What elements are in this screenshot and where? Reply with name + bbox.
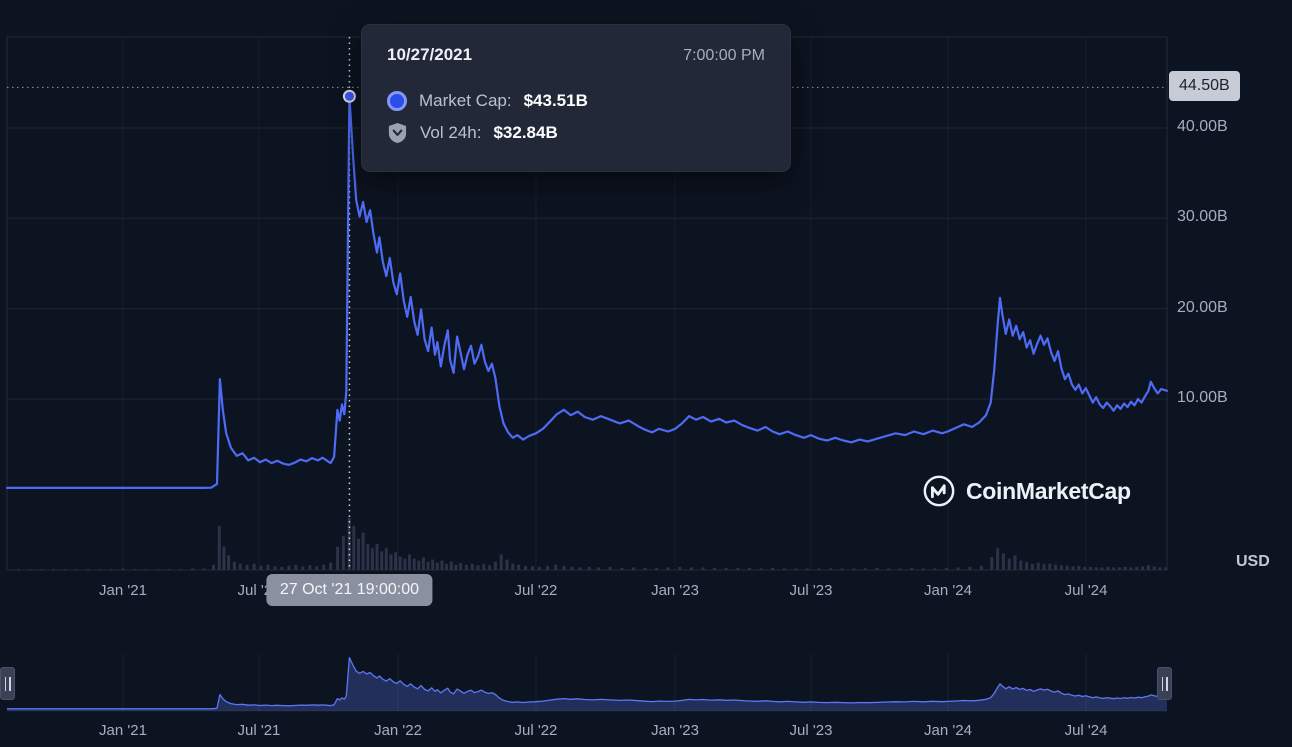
y-axis-unit-label: USD bbox=[1236, 553, 1270, 570]
x-axis-label: Jul '23 bbox=[789, 582, 833, 599]
y-axis-label: 30.00B bbox=[1177, 208, 1228, 226]
market-cap-series-icon bbox=[387, 91, 407, 111]
y-crosshair-badge: 44.50B bbox=[1169, 71, 1240, 102]
navigator-x-axis-label: Jul '23 bbox=[789, 722, 833, 739]
navigator-x-axis-label: Jul '21 bbox=[237, 722, 281, 739]
navigator-x-axis-label: Jan '21 bbox=[99, 722, 147, 739]
crosshair-time-badge: 27 Oct '21 19:00:00 bbox=[266, 574, 432, 606]
market-cap-value: $43.51B bbox=[523, 91, 588, 110]
brush-handle-left[interactable] bbox=[0, 667, 15, 700]
navigator-x-axis-label: Jan '22 bbox=[374, 722, 422, 739]
brush-handle-grip bbox=[1166, 676, 1168, 691]
navigator-x-axis-label: Jul '22 bbox=[514, 722, 558, 739]
brush-handle-right[interactable] bbox=[1157, 667, 1172, 700]
x-axis-label: Jul '24 bbox=[1064, 582, 1108, 599]
brush-handle-grip bbox=[9, 676, 11, 691]
tooltip-time: 7:00:00 PM bbox=[683, 47, 765, 64]
navigator-x-axis-label: Jul '24 bbox=[1064, 722, 1108, 739]
navigator-x-axis-label: Jan '24 bbox=[924, 722, 972, 739]
brush-handle-grip bbox=[1161, 676, 1163, 691]
x-axis-label: Jan '24 bbox=[924, 582, 972, 599]
x-axis-label: Jul '22 bbox=[514, 582, 558, 599]
volume-shield-icon bbox=[388, 122, 407, 144]
market-cap-label: Market Cap: bbox=[419, 91, 512, 110]
coinmarketcap-logo-icon bbox=[923, 475, 955, 507]
x-axis-label: Jan '23 bbox=[651, 582, 699, 599]
y-axis-label: 40.00B bbox=[1177, 117, 1228, 135]
vol-24h-label: Vol 24h: bbox=[420, 123, 482, 142]
watermark-text: CoinMarketCap bbox=[966, 477, 1131, 504]
x-axis-label: Jan '21 bbox=[99, 582, 147, 599]
y-axis-label: 10.00B bbox=[1177, 388, 1228, 406]
coinmarketcap-watermark: CoinMarketCap bbox=[922, 474, 1131, 508]
brush-handle-grip bbox=[4, 676, 6, 691]
chart-tooltip: 10/27/2021 7:00:00 PM Market Cap: $43.51… bbox=[361, 24, 791, 172]
y-axis-label: 20.00B bbox=[1177, 298, 1228, 316]
navigator-x-axis-label: Jan '23 bbox=[651, 722, 699, 739]
tooltip-date: 10/27/2021 bbox=[387, 45, 473, 64]
vol-24h-value: $32.84B bbox=[493, 123, 558, 142]
